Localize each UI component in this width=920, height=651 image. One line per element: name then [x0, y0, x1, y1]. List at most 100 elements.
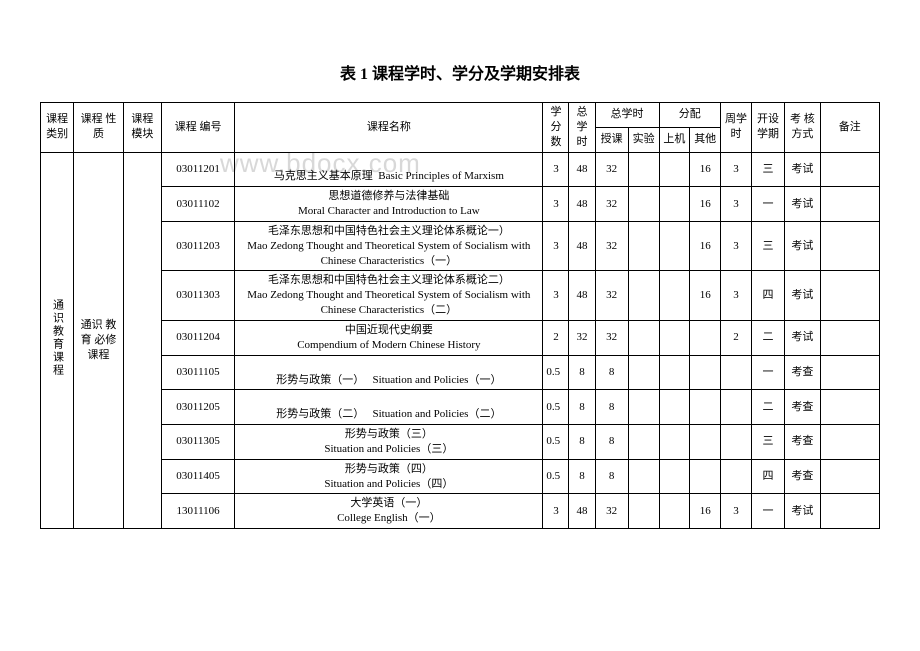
assess-cell: 考试	[785, 494, 821, 529]
table-row: 03011102思想道德修养与法律基础Moral Character and I…	[41, 187, 880, 222]
exp-cell	[628, 152, 659, 187]
other-cell: 16	[690, 271, 721, 321]
total-cell: 48	[569, 494, 595, 529]
other-cell: 16	[690, 152, 721, 187]
code-cell: 03011203	[161, 221, 234, 271]
nature-cell: 通识 教育 必修课程	[74, 152, 124, 529]
credits-cell: 0.5	[543, 355, 569, 390]
header-nature: 课程 性质	[74, 103, 124, 153]
sem-cell: 三	[751, 152, 784, 187]
header-weekly: 周学时	[721, 103, 752, 153]
exp-cell	[628, 187, 659, 222]
weekly-cell: 3	[721, 271, 752, 321]
course-name-cell: 大学英语（一）College English（一）	[235, 494, 543, 529]
weekly-cell: 3	[721, 152, 752, 187]
exp-cell	[628, 459, 659, 494]
comp-cell	[659, 187, 690, 222]
weekly-cell	[721, 459, 752, 494]
table-row: 13011106大学英语（一）College English（一） 3 4832 16…	[41, 494, 880, 529]
remarks-cell	[820, 187, 879, 222]
comp-cell	[659, 221, 690, 271]
lecture-cell: 32	[595, 221, 628, 271]
total-cell: 32	[569, 320, 595, 355]
comp-cell	[659, 425, 690, 460]
remarks-cell	[820, 221, 879, 271]
other-cell: 16	[690, 221, 721, 271]
other-cell	[690, 425, 721, 460]
header-experiment: 实验	[628, 127, 659, 152]
course-name-cell: 马克思主义基本原理 Basic Principles of Marxism	[235, 152, 543, 187]
table-row: 通识教育课程通识 教育 必修课程03011201马克思主义基本原理 Basic …	[41, 152, 880, 187]
weekly-cell: 3	[721, 187, 752, 222]
comp-cell	[659, 152, 690, 187]
header-remarks: 备注	[820, 103, 879, 153]
credits-cell: 2	[543, 320, 569, 355]
comp-cell	[659, 459, 690, 494]
sem-cell: 四	[751, 459, 784, 494]
total-cell: 8	[569, 390, 595, 425]
header-computer: 上机	[659, 127, 690, 152]
sem-cell: 一	[751, 494, 784, 529]
lecture-cell: 32	[595, 494, 628, 529]
comp-cell	[659, 494, 690, 529]
other-cell	[690, 355, 721, 390]
course-name-cell: 形势与政策（一） Situation and Policies（一）	[235, 355, 543, 390]
lecture-cell: 8	[595, 459, 628, 494]
exp-cell	[628, 355, 659, 390]
header-credits: 学分数	[543, 103, 569, 153]
lecture-cell: 8	[595, 425, 628, 460]
code-cell: 03011305	[161, 425, 234, 460]
code-cell: 03011405	[161, 459, 234, 494]
assess-cell: 考查	[785, 459, 821, 494]
credits-cell: 3	[543, 187, 569, 222]
table-row: 03011204中国近现代史纲要Compendium of Modern Chi…	[41, 320, 880, 355]
course-name-cell: 中国近现代史纲要Compendium of Modern Chinese His…	[235, 320, 543, 355]
header-total-hours: 总学时	[569, 103, 595, 153]
assess-cell: 考查	[785, 425, 821, 460]
credits-cell: 0.5	[543, 390, 569, 425]
total-cell: 48	[569, 152, 595, 187]
course-name-cell: 毛泽东思想和中国特色社会主义理论体系概论一）Mao Zedong Thought…	[235, 221, 543, 271]
sem-cell: 一	[751, 355, 784, 390]
table-row: 03011305形势与政策（三）Situation and Policies（三…	[41, 425, 880, 460]
header-semester: 开设学期	[751, 103, 784, 153]
weekly-cell	[721, 390, 752, 425]
exp-cell	[628, 425, 659, 460]
lecture-cell: 32	[595, 320, 628, 355]
remarks-cell	[820, 152, 879, 187]
assess-cell: 考试	[785, 271, 821, 321]
course-name-cell: 形势与政策（三）Situation and Policies（三）	[235, 425, 543, 460]
weekly-cell: 3	[721, 494, 752, 529]
comp-cell	[659, 320, 690, 355]
header-name: 课程名称	[235, 103, 543, 153]
code-cell: 13011106	[161, 494, 234, 529]
header-assessment: 考 核方式	[785, 103, 821, 153]
sem-cell: 四	[751, 271, 784, 321]
header-lecture: 授课	[595, 127, 628, 152]
header-code: 课程 编号	[161, 103, 234, 153]
assess-cell: 考试	[785, 320, 821, 355]
sem-cell: 二	[751, 390, 784, 425]
code-cell: 03011204	[161, 320, 234, 355]
page-title: 表 1 课程学时、学分及学期安排表	[40, 60, 880, 84]
sem-cell: 二	[751, 320, 784, 355]
exp-cell	[628, 390, 659, 425]
assess-cell: 考试	[785, 187, 821, 222]
header-total-hours-group: 总学时	[595, 103, 659, 128]
sem-cell: 三	[751, 221, 784, 271]
total-cell: 8	[569, 355, 595, 390]
header-category: 课程 类别	[41, 103, 74, 153]
table-header: 课程 类别 课程 性质 课程模块 课程 编号 课程名称 学分数 总学时 总学时 …	[41, 103, 880, 153]
other-cell	[690, 459, 721, 494]
other-cell: 16	[690, 494, 721, 529]
assess-cell: 考试	[785, 152, 821, 187]
code-cell: 03011201	[161, 152, 234, 187]
credits-cell: 3	[543, 221, 569, 271]
exp-cell	[628, 271, 659, 321]
exp-cell	[628, 320, 659, 355]
code-cell: 03011105	[161, 355, 234, 390]
code-cell: 03011303	[161, 271, 234, 321]
header-module: 课程模块	[123, 103, 161, 153]
table-row: 03011105形势与政策（一） Situation and Policies（…	[41, 355, 880, 390]
lecture-cell: 32	[595, 187, 628, 222]
